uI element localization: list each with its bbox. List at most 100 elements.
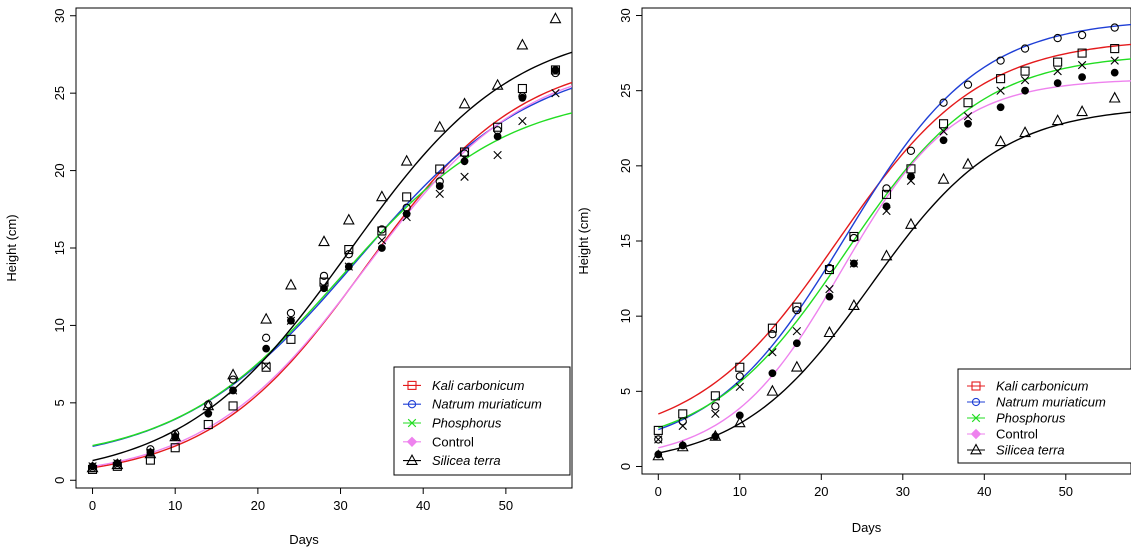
- legend-marker-phosphorus: [407, 418, 417, 428]
- x-axis-title: Days: [289, 532, 319, 547]
- point-kali-carbonicum-8: [881, 189, 892, 199]
- point-natrum-muriaticum-3: [735, 372, 744, 381]
- point-control-12: [996, 103, 1005, 112]
- series-points-control: [88, 66, 560, 471]
- point-phosphorus-14: [1053, 66, 1062, 76]
- point-natrum-muriaticum-0: [654, 435, 663, 444]
- point-silicea-terra-10: [937, 172, 950, 184]
- point-control-16: [551, 66, 560, 74]
- point-control-9: [344, 262, 353, 271]
- point-phosphorus-2: [711, 409, 720, 419]
- legend-label-natrum-muriaticum: Natrum muriaticum: [432, 397, 542, 412]
- point-phosphorus-13: [460, 172, 469, 181]
- point-silicea-terra-2: [709, 429, 722, 441]
- y-tick-label-15: 15: [52, 241, 67, 255]
- point-natrum-muriaticum-4: [768, 330, 777, 339]
- point-phosphorus-12: [435, 189, 444, 198]
- y-tick-label-20: 20: [618, 159, 633, 173]
- point-kali-carbonicum-5: [792, 302, 802, 312]
- x-tick-label-50: 50: [1059, 484, 1073, 499]
- point-natrum-muriaticum-5: [792, 305, 801, 315]
- x-tick-label-20: 20: [814, 484, 828, 499]
- legend-label-phosphorus: Phosphorus: [432, 416, 502, 431]
- y-tick-label-25: 25: [618, 83, 633, 97]
- x-tick-label-50: 50: [499, 498, 513, 513]
- x-tick-label-10: 10: [168, 498, 182, 513]
- point-control-12: [435, 182, 444, 190]
- point-phosphorus-4: [768, 348, 777, 357]
- point-control-4: [768, 369, 777, 378]
- point-phosphorus-16: [551, 88, 560, 98]
- legend-label-phosphorus: Phosphorus: [996, 411, 1066, 426]
- point-kali-carbonicum-10: [377, 226, 387, 236]
- point-silicea-terra-1: [111, 458, 124, 470]
- point-silicea-terra-9: [905, 217, 917, 229]
- point-silicea-terra-5: [227, 368, 239, 380]
- point-phosphorus-14: [493, 150, 502, 160]
- point-control-8: [882, 202, 891, 211]
- legend-label-control: Control: [996, 427, 1038, 442]
- point-natrum-muriaticum-10: [377, 225, 387, 234]
- y-tick-label-0: 0: [52, 477, 67, 484]
- point-silicea-terra-14: [1051, 114, 1064, 126]
- point-control-14: [493, 132, 502, 141]
- point-phosphorus-11: [963, 112, 973, 121]
- point-silicea-terra-6: [823, 326, 836, 338]
- x-axis-title: Days: [852, 520, 882, 535]
- point-control-11: [402, 210, 411, 218]
- point-natrum-muriaticum-9: [906, 146, 916, 155]
- point-natrum-muriaticum-12: [996, 56, 1005, 65]
- point-natrum-muriaticum-8: [882, 184, 891, 193]
- point-phosphorus-5: [792, 327, 802, 336]
- point-natrum-muriaticum-1: [678, 417, 687, 426]
- point-phosphorus-6: [825, 284, 834, 294]
- legend-label-kali-carbonicum: Kali carbonicum: [996, 379, 1089, 394]
- point-natrum-muriaticum-14: [1053, 33, 1062, 43]
- point-silicea-terra-13: [1019, 126, 1031, 138]
- point-control-5: [229, 386, 237, 395]
- point-natrum-muriaticum-7: [286, 308, 296, 318]
- x-tick-label-0: 0: [89, 498, 96, 513]
- series-points-control: [654, 68, 1119, 459]
- point-silicea-terra-16: [1108, 91, 1121, 103]
- fit-line-control: [92, 85, 572, 468]
- legend-marker-silicea-terra: [406, 453, 418, 465]
- point-control-7: [287, 316, 295, 325]
- point-control-13: [460, 157, 469, 166]
- point-kali-carbonicum-11: [963, 98, 973, 108]
- y-tick-label-0: 0: [618, 463, 633, 470]
- point-silicea-terra-15: [1076, 105, 1089, 117]
- x-tick-label-40: 40: [977, 484, 991, 499]
- right-chart-panel: 0 10 20 30 40 50 0 5 10 15 20 25 30 Days Height (cm) Ka…: [576, 7, 1131, 535]
- point-phosphorus-13: [1020, 75, 1030, 85]
- point-kali-carbonicum-14: [1053, 57, 1063, 67]
- point-natrum-muriaticum-6: [261, 333, 271, 342]
- point-kali-carbonicum-12: [996, 74, 1006, 84]
- point-control-6: [262, 344, 271, 353]
- legend-box: [957, 368, 1131, 464]
- point-silicea-terra-11: [400, 154, 413, 166]
- point-kali-carbonicum-10: [938, 119, 949, 129]
- point-natrum-muriaticum-11: [963, 80, 973, 89]
- point-phosphorus-15: [518, 116, 527, 126]
- y-tick-label-5: 5: [618, 388, 633, 395]
- legend-marker-natrum-muriaticum: [971, 397, 981, 407]
- x-tick-label-40: 40: [416, 498, 430, 513]
- point-silicea-terra-7: [285, 278, 297, 290]
- y-tick-label-5: 5: [52, 399, 67, 406]
- point-kali-carbonicum-3: [170, 443, 180, 453]
- point-silicea-terra-8: [880, 249, 893, 261]
- point-phosphorus-15: [1077, 60, 1087, 70]
- point-kali-carbonicum-5: [228, 401, 238, 411]
- point-kali-carbonicum-11: [402, 192, 412, 202]
- legend-label-kali-carbonicum: Kali carbonicum: [432, 378, 525, 393]
- point-kali-carbonicum-14: [493, 122, 503, 132]
- y-tick-label-10: 10: [618, 309, 633, 323]
- point-kali-carbonicum-12: [435, 164, 445, 174]
- x-tick-label-30: 30: [896, 484, 910, 499]
- y-axis-title: Height (cm): [4, 214, 19, 281]
- x-tick-label-30: 30: [333, 498, 347, 513]
- legend-marker-silicea-terra: [970, 443, 982, 455]
- point-silicea-terra-5: [790, 360, 803, 372]
